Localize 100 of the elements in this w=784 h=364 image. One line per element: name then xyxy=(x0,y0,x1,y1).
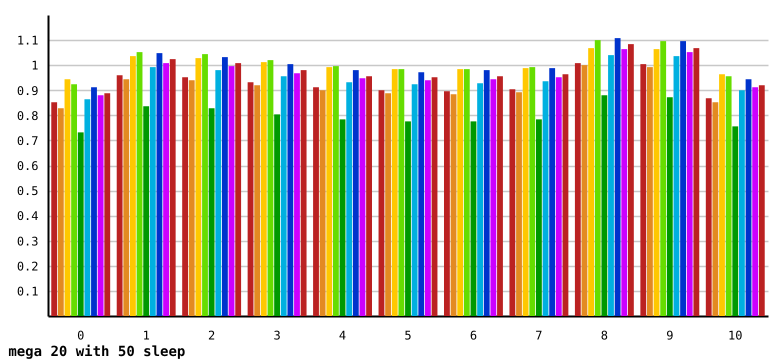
x-tick-label: 10 xyxy=(728,328,742,342)
bar xyxy=(674,56,680,316)
bar xyxy=(280,76,287,316)
bar xyxy=(574,63,581,316)
y-tick-label: 0.9 xyxy=(16,84,38,98)
x-tick-label: 5 xyxy=(404,328,412,342)
bar xyxy=(71,84,78,316)
bar xyxy=(163,63,169,316)
bar xyxy=(136,52,142,316)
bar xyxy=(84,99,90,316)
bar xyxy=(490,79,496,316)
y-tick-label: 1.1 xyxy=(16,34,38,48)
bar xyxy=(522,68,529,316)
bar xyxy=(385,93,392,316)
x-tick-label: 6 xyxy=(470,328,478,342)
bar xyxy=(529,67,536,316)
bar xyxy=(588,48,594,316)
bar xyxy=(628,44,634,316)
bar xyxy=(450,94,456,316)
y-tick-label: 0.7 xyxy=(16,134,38,148)
bar xyxy=(182,77,188,316)
bar xyxy=(614,38,621,316)
bar xyxy=(64,79,70,316)
bar xyxy=(680,41,686,316)
bar xyxy=(405,121,411,316)
bar xyxy=(477,83,484,316)
bar xyxy=(360,78,366,316)
bar xyxy=(313,87,319,316)
bar xyxy=(509,89,516,316)
bar xyxy=(228,66,234,316)
bar xyxy=(116,75,123,316)
y-tick-label: 0.1 xyxy=(16,284,38,298)
bar xyxy=(352,70,359,316)
x-tick-label: 8 xyxy=(600,328,608,342)
bar xyxy=(188,80,195,316)
bar xyxy=(248,82,254,316)
bar xyxy=(594,40,601,316)
bar xyxy=(582,65,588,316)
bar xyxy=(98,95,104,316)
bar xyxy=(647,67,653,316)
bar xyxy=(457,69,464,316)
bar xyxy=(432,77,438,316)
bar xyxy=(202,54,208,316)
bar xyxy=(732,126,738,316)
bar xyxy=(444,91,450,316)
text: mega 20 with 50 sleep xyxy=(8,344,186,360)
bar xyxy=(332,66,339,316)
x-tick-label: 0 xyxy=(77,328,84,342)
bar xyxy=(392,69,398,316)
bar xyxy=(712,102,718,316)
bar xyxy=(58,108,64,316)
x-tick-label: 2 xyxy=(208,328,216,342)
bar xyxy=(150,67,156,316)
bar xyxy=(516,92,522,316)
bar xyxy=(601,95,608,316)
x-tick-label: 9 xyxy=(666,328,674,342)
bar xyxy=(608,55,614,316)
bar xyxy=(536,119,542,316)
bar xyxy=(398,69,404,316)
bar xyxy=(340,119,346,316)
bar xyxy=(130,56,136,316)
bar xyxy=(274,114,280,316)
bar xyxy=(484,70,490,316)
bar xyxy=(738,90,745,316)
bar xyxy=(123,79,130,316)
bar xyxy=(693,48,700,316)
bar xyxy=(378,90,384,316)
bar xyxy=(287,64,294,316)
y-tick-label: 0.4 xyxy=(16,209,38,224)
bar xyxy=(746,79,752,316)
bar xyxy=(726,76,732,316)
bar xyxy=(222,57,228,316)
bar xyxy=(660,41,666,316)
bar xyxy=(346,82,352,316)
bar xyxy=(758,85,765,316)
bar xyxy=(412,84,418,316)
bar xyxy=(170,59,176,316)
bar xyxy=(143,106,150,316)
bar xyxy=(556,77,562,316)
bar xyxy=(268,60,274,316)
bar xyxy=(706,98,712,316)
bar xyxy=(78,132,84,316)
bar xyxy=(464,69,470,316)
bar xyxy=(424,80,431,316)
bar xyxy=(51,102,58,316)
bar xyxy=(320,90,326,316)
bar xyxy=(562,74,568,316)
bar xyxy=(654,49,660,316)
y-tick-label: 0.8 xyxy=(16,108,38,123)
bar xyxy=(366,76,372,316)
y-tick-label: 0.2 xyxy=(16,259,38,274)
bar xyxy=(104,93,110,316)
bar xyxy=(215,70,222,316)
bar xyxy=(195,58,202,316)
bar xyxy=(666,97,673,316)
y-tick-label: 1 xyxy=(31,58,38,73)
bar xyxy=(549,68,556,316)
bar xyxy=(260,62,267,316)
bar xyxy=(719,74,725,316)
bar xyxy=(326,67,332,316)
